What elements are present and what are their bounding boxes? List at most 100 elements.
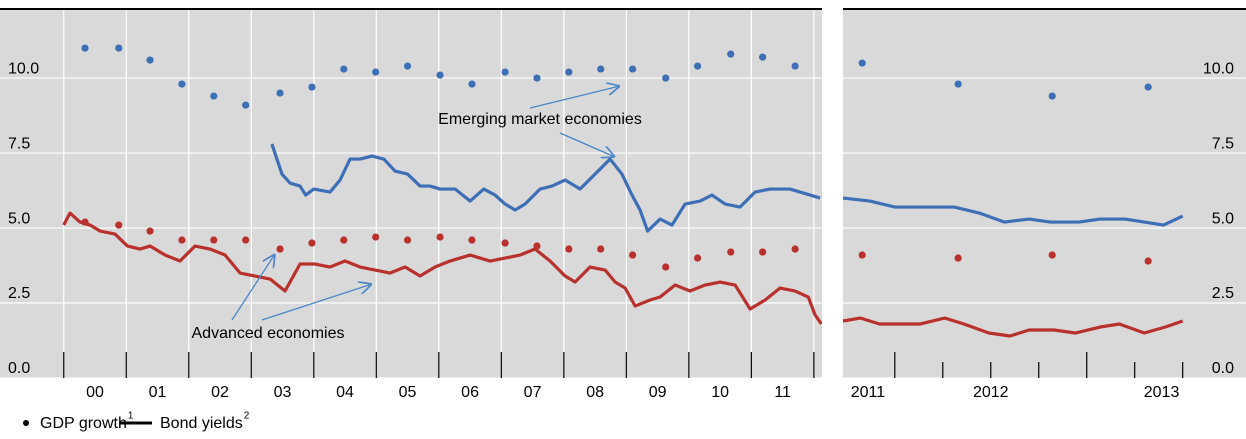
y-tick-label: 0.0 <box>1212 360 1234 377</box>
legend-footnote: 2 <box>244 411 250 422</box>
gdp-dot <box>694 254 702 262</box>
y-tick-label: 7.5 <box>1212 135 1234 152</box>
bond-yield-line <box>62 211 822 325</box>
gdp-dot <box>436 233 444 241</box>
gdp-dot <box>178 80 186 88</box>
gdp-dot <box>727 50 735 58</box>
x-tick-label: 01 <box>149 384 167 401</box>
gdp-dot <box>533 74 541 82</box>
x-tick-label: 06 <box>461 384 479 401</box>
gdp-dot <box>1048 251 1056 259</box>
x-tick-label: 11 <box>774 384 791 401</box>
gdp-dot <box>597 245 605 253</box>
x-tick-label: 2013 <box>1144 384 1180 401</box>
x-tick-label: 04 <box>336 384 354 401</box>
gdp-dot <box>1144 257 1152 265</box>
x-tick-label: 07 <box>524 384 542 401</box>
gdp-dot <box>662 263 670 271</box>
y-tick-label: 10.0 <box>1203 60 1234 77</box>
gdp-dot <box>308 239 316 247</box>
gdp-dot <box>210 92 218 100</box>
x-tick-label: 02 <box>211 384 229 401</box>
x-tick-label: 2012 <box>973 384 1009 401</box>
gdp-dot <box>628 65 637 73</box>
x-tick-label: 08 <box>586 384 604 401</box>
gdp-dot <box>501 239 509 247</box>
y-tick-label: 0.0 <box>8 360 30 377</box>
gdp-dot <box>115 221 123 229</box>
gdp-dot <box>1048 92 1056 100</box>
panel-background <box>843 10 1246 378</box>
arrow <box>231 254 275 321</box>
panel-left <box>0 10 822 378</box>
gdp-dot <box>468 80 476 88</box>
gdp-dot <box>146 56 154 64</box>
legend-label: GDP growth <box>40 415 127 432</box>
x-tick-label: 09 <box>649 384 667 401</box>
gdp-dot <box>727 248 735 256</box>
gdp-dot <box>276 89 284 97</box>
gdp-dot <box>954 254 962 262</box>
gdp-dot <box>340 236 348 244</box>
gdp-dot <box>565 245 573 253</box>
gdp-dot <box>501 68 509 76</box>
bond-yield-line <box>843 316 1184 338</box>
legend-footnote: 1 <box>128 411 134 422</box>
gdp-dot <box>954 80 962 88</box>
gdp-dot <box>340 65 348 73</box>
gdp-dot <box>276 245 284 253</box>
gdp-dot <box>759 248 767 256</box>
labels: 0.0 2.5 5.0 7.5 10.0 00 01 02 03 04 05 06 07 08 09 10 11… <box>8 60 1234 401</box>
x-tick-label: 03 <box>274 384 292 401</box>
gdp-dot <box>565 68 573 76</box>
panel-right <box>843 59 1246 378</box>
y-tick-label: 2.5 <box>1212 285 1234 302</box>
legend-label: Bond yields <box>160 415 243 432</box>
gdp-dot <box>1144 83 1152 91</box>
gdp-dot <box>436 71 444 79</box>
arrow <box>261 284 372 321</box>
gdp-dot <box>791 62 799 70</box>
bond-yield-line <box>270 143 821 233</box>
gdp-dot <box>178 236 186 244</box>
y-tick-label: 7.5 <box>8 135 30 152</box>
y-tick-label: 2.5 <box>8 285 30 302</box>
y-tick-label: 10.0 <box>8 60 39 77</box>
gdp-dot <box>791 245 799 253</box>
x-tick-label: 2011 <box>851 384 886 401</box>
gdp-dot <box>468 236 476 244</box>
legend: GDP growth 1 Bond yields 2 <box>23 411 250 432</box>
gdp-dot <box>858 251 866 259</box>
gdp-dot <box>628 251 637 259</box>
gdp-dot <box>115 44 123 52</box>
annotation: Advanced economies <box>192 325 345 342</box>
gdp-dot <box>372 68 380 76</box>
gdp-dot <box>81 44 89 52</box>
gdp-dot <box>210 236 218 244</box>
gdp-dot <box>403 62 412 70</box>
gdp-dot <box>597 65 605 73</box>
arrow <box>529 86 620 109</box>
gdp-dot <box>403 236 412 244</box>
gdp-dot <box>759 53 767 61</box>
gdp-dot <box>694 62 702 70</box>
x-tick-label: 10 <box>711 384 729 401</box>
gdp-dot <box>662 74 670 82</box>
x-tick-label: 05 <box>399 384 417 401</box>
gdp-dot <box>242 101 250 109</box>
arrow <box>559 132 615 157</box>
annotation-arrows <box>231 86 620 321</box>
gdp-dot <box>146 227 154 235</box>
gdp-dot <box>242 236 250 244</box>
gdp-dot <box>858 59 866 67</box>
y-tick-label: 5.0 <box>1212 210 1234 227</box>
x-tick-label: 00 <box>86 384 104 401</box>
gdp-dot <box>372 233 380 241</box>
panel-background <box>0 10 822 378</box>
y-tick-label: 5.0 <box>8 210 30 227</box>
legend-marker <box>23 420 29 426</box>
gdp-dot <box>308 83 316 91</box>
annotation: Emerging market economies <box>438 111 642 128</box>
bond-yield-line <box>843 196 1184 227</box>
